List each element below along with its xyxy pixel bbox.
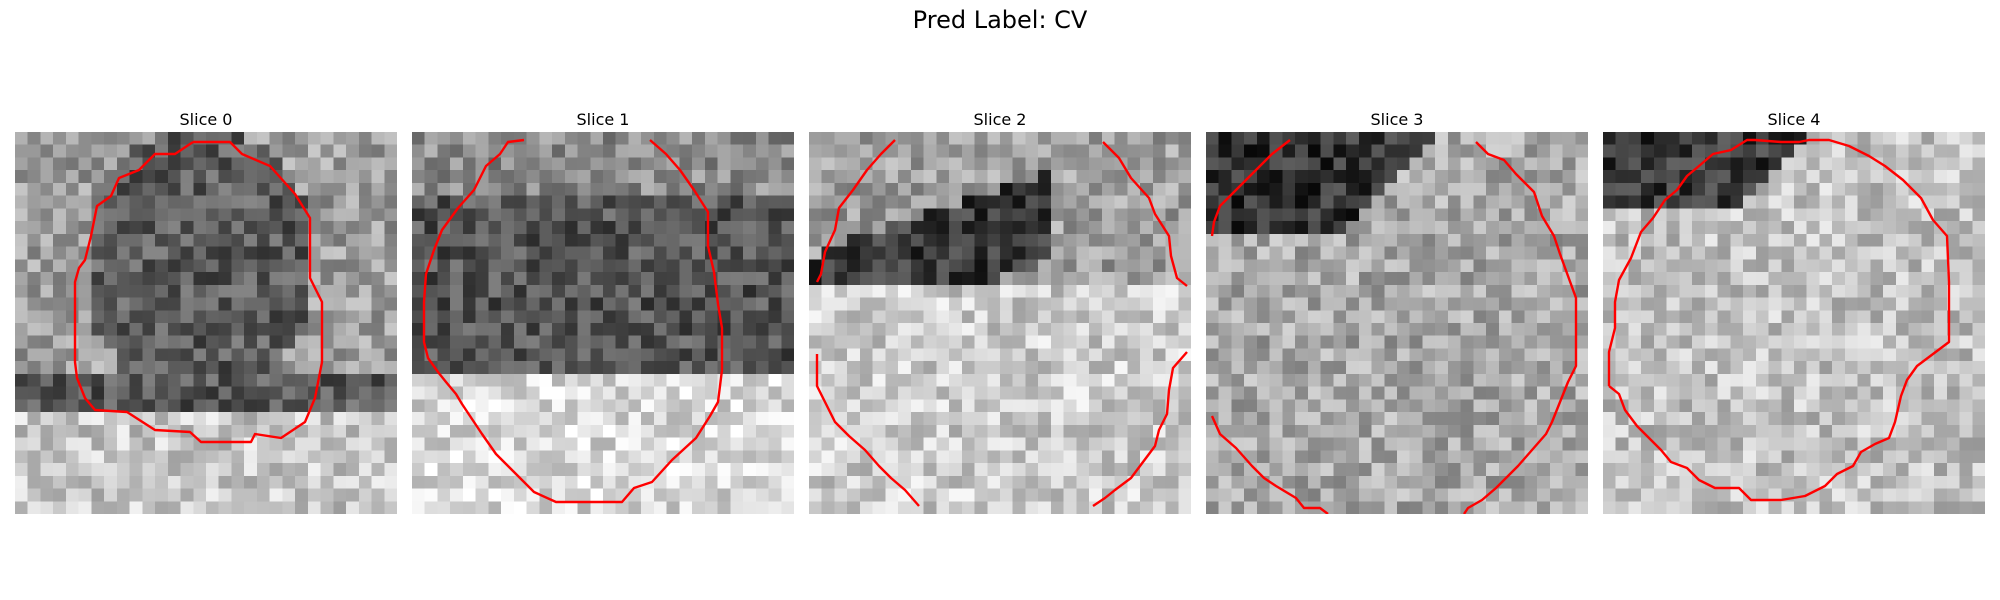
slice-panel-0: Slice 0 bbox=[15, 108, 397, 514]
grayscale-slice bbox=[15, 132, 397, 514]
contour-line bbox=[1210, 415, 1329, 514]
slice-image bbox=[809, 132, 1191, 514]
contour-line bbox=[815, 354, 920, 507]
grayscale-slice bbox=[1603, 132, 1985, 514]
slice-title: Slice 3 bbox=[1370, 110, 1424, 129]
slice-title: Slice 2 bbox=[973, 110, 1027, 129]
segmentation-contour bbox=[1210, 139, 1578, 514]
slice-panel-2: Slice 2 bbox=[809, 108, 1191, 514]
contour-line bbox=[1102, 141, 1188, 287]
contour-line bbox=[1607, 138, 1951, 502]
segmentation-contour bbox=[422, 138, 724, 504]
slice-panel-3: Slice 3 bbox=[1206, 108, 1588, 514]
slice-image bbox=[1603, 132, 1985, 514]
slice-image bbox=[412, 132, 794, 514]
segmentation-contour bbox=[73, 140, 324, 444]
contour-line bbox=[73, 140, 324, 444]
grayscale-slice bbox=[1206, 132, 1588, 514]
grayscale-slice bbox=[809, 132, 1191, 514]
slice-title: Slice 1 bbox=[576, 110, 630, 129]
contour-line bbox=[815, 139, 896, 283]
contour-line bbox=[422, 138, 724, 504]
slice-image bbox=[15, 132, 397, 514]
segmentation-contour bbox=[815, 139, 1188, 507]
contour-line bbox=[1092, 351, 1188, 507]
slice-title: Slice 0 bbox=[179, 110, 233, 129]
slice-title: Slice 4 bbox=[1767, 110, 1821, 129]
segmentation-contour bbox=[1607, 138, 1951, 502]
figure-title: Pred Label: CV bbox=[912, 6, 1088, 34]
slice-image bbox=[1206, 132, 1588, 514]
contour-line bbox=[1463, 141, 1578, 514]
slice-panel-4: Slice 4 bbox=[1603, 108, 1985, 514]
grayscale-slice bbox=[412, 132, 794, 514]
slice-panel-1: Slice 1 bbox=[412, 108, 794, 514]
contour-line bbox=[1210, 139, 1291, 237]
